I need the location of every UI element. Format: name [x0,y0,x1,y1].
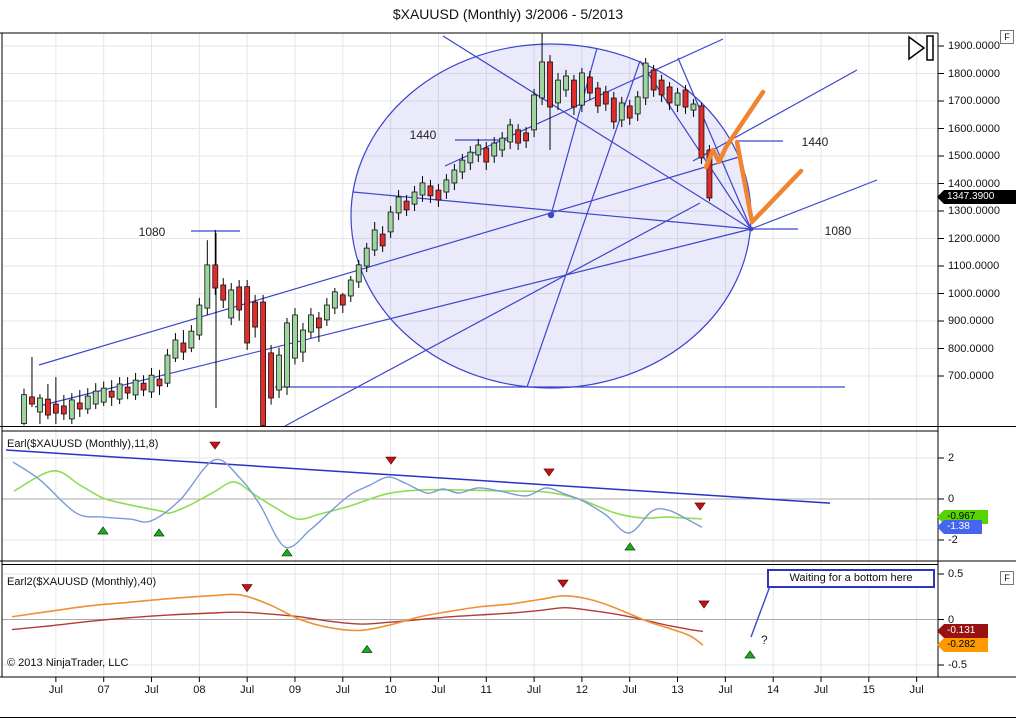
time-axis-label: 13 [671,684,684,696]
price-axis-label: 1200.0000 [948,232,1000,245]
earl-axis-label: -2 [948,534,958,546]
fixed-scale-badge-earl2[interactable]: F [1000,571,1014,585]
price-axis-label: 1100.0000 [948,260,1000,272]
time-axis-label: 12 [575,684,589,696]
earl2-panel-label: Earl2($XAUUSD (Monthly),40) [7,576,157,588]
time-axis-label: Jul [335,684,350,696]
annotation-1440-right: 1440 [801,135,829,149]
price-axis-label: 1800.0000 [948,67,1000,80]
earl-panel-label: Earl($XAUUSD (Monthly),11,8) [7,438,159,450]
time-axis-label: 08 [193,684,206,696]
earl2-orange-value-tag: -0.282 [937,638,988,652]
go-to-end-icon[interactable] [906,33,938,63]
earl2-axis-label: 0 [948,613,955,626]
price-axis-label: 1000.0000 [948,287,1000,300]
question-mark-annotation: ? [761,633,768,647]
time-axis-label: Jul [431,684,446,696]
price-axis-label: 1600.0000 [948,122,1000,135]
time-axis-label: Jul [48,684,63,696]
earl-axis-label: 0 [948,493,955,505]
earl2-red-value-tag: -0.131 [937,624,988,638]
earl-axis-label: 2 [948,452,955,464]
time-axis-label: 07 [97,684,110,696]
annotation-1080-right: 1080 [824,224,852,238]
earl2-axis-label: -0.5 [948,659,967,671]
time-axis-label: 10 [384,684,397,696]
annotation-1080-left: 1080 [138,225,166,239]
price-axis-label: 700.0000 [948,370,994,382]
fixed-scale-badge-main[interactable]: F [1000,30,1014,44]
price-axis-label: 1300.0000 [948,205,1000,217]
annotation-1440-left: 1440 [409,128,437,142]
earl2-axis-label: 0.5 [948,568,964,580]
copyright-text: © 2013 NinjaTrader, LLC [7,657,129,669]
time-axis-label: Jul [718,684,733,696]
time-axis-label: Jul [527,684,542,696]
price-axis-label: 900.0000 [948,315,994,327]
time-axis-label: 11 [480,684,492,696]
price-axis-label: 800.0000 [948,342,994,355]
price-axis-label: 1900.0000 [948,40,1000,52]
time-axis-label: 15 [862,684,875,696]
waiting-for-bottom-note[interactable]: Waiting for a bottom here [767,569,935,588]
price-axis-label: 1500.0000 [948,150,1000,162]
time-axis-label: Jul [240,684,255,696]
time-axis-label: Jul [622,684,637,696]
time-axis-label: Jul [909,684,924,696]
earl-blue-value-tag: -1.38 [937,520,982,534]
chart-title: $XAUUSD (Monthly) 3/2006 - 5/2013 [392,6,624,22]
time-axis-label: Jul [144,684,159,696]
price-axis-label: 1700.0000 [948,95,1000,107]
time-axis-label: 09 [288,684,302,696]
last-price-tag: 1347.3900 [937,190,1016,204]
time-axis-label: 14 [767,684,780,696]
time-axis-label: Jul [813,684,829,696]
price-axis-label: 1400.0000 [948,177,1000,190]
